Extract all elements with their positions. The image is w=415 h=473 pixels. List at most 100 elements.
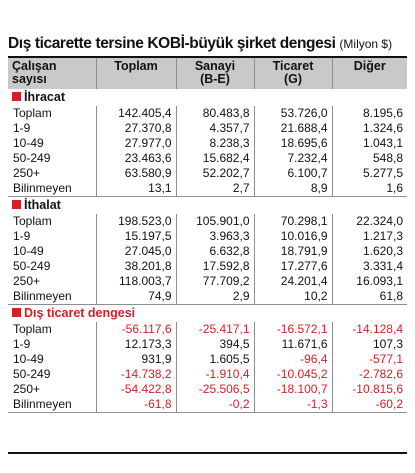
table-cell: -25.506,5 — [175, 382, 254, 397]
table-cell: 24.201,4 — [253, 274, 332, 289]
table-cell: -14.738,2 — [95, 367, 176, 382]
row-label: 1-9 — [13, 337, 31, 351]
table-cell: 70.298,1 — [253, 214, 332, 229]
table-cell: 1.620,3 — [331, 244, 407, 259]
table-cell: 2,9 — [175, 289, 254, 305]
table-cell: 61,8 — [331, 289, 407, 305]
table-row: 50-249 23.463,6 15.682,4 7.232,4 548,8 — [8, 151, 407, 166]
header-employees: Çalışan sayısı — [8, 58, 96, 89]
table-body: İhracat Toplam 142.405,4 80.483,8 53.726,0 8.… — [8, 89, 407, 413]
title-rule — [8, 56, 407, 58]
table-cell: -56.117,6 — [95, 322, 176, 337]
table-row: 1-9 15.197,5 3.963,3 10.016,9 1.217,3 — [8, 229, 407, 244]
row-label: 1-9 — [13, 229, 31, 243]
table-cell: 53.726,0 — [253, 106, 332, 121]
table-cell: 17.277,6 — [253, 259, 332, 274]
row-label: 10-49 — [13, 352, 44, 366]
table-cell: 118.003,7 — [95, 274, 176, 289]
table-cell: -2.782,6 — [331, 367, 407, 382]
header-total: Toplam — [95, 58, 176, 89]
table-cell: 16.093,1 — [331, 274, 407, 289]
table-cell: 11.671,6 — [253, 337, 332, 352]
row-label: 10-49 — [13, 244, 44, 258]
section-square-icon — [12, 308, 21, 317]
section-header: İthalat — [8, 197, 407, 215]
section-square-icon — [12, 200, 21, 209]
table-cell: 17.592,8 — [175, 259, 254, 274]
table-row: Bilinmeyen 74,9 2,9 10,2 61,8 — [8, 289, 407, 305]
row-label: 250+ — [13, 166, 41, 180]
table-row: 1-9 27.370,8 4.357,7 21.688,4 1.324,6 — [8, 121, 407, 136]
row-label: 250+ — [13, 274, 41, 288]
table-cell: 38.201,8 — [95, 259, 176, 274]
table-cell: 5.277,5 — [331, 166, 407, 181]
table-cell: 548,8 — [331, 151, 407, 166]
table-row: Toplam 198.523,0 105.901,0 70.298,1 22.324,0 — [8, 214, 407, 229]
table-row: 50-249 38.201,8 17.592,8 17.277,6 3.331,4 — [8, 259, 407, 274]
table-row: 250+ 63.580,9 52.202,7 6.100,7 5.277,5 — [8, 166, 407, 181]
table-cell: 1.324,6 — [331, 121, 407, 136]
table-row: Bilinmeyen 13,1 2,7 8,9 1,6 — [8, 181, 407, 197]
table-cell: 8.195,6 — [331, 106, 407, 121]
table-cell: 931,9 — [95, 352, 176, 367]
table-row: 1-9 12.173,3 394,5 11.671,6 107,3 — [8, 337, 407, 352]
table-row: 250+ -54.422,8 -25.506,5 -18.100,7 -10.815,6 — [8, 382, 407, 397]
row-label: 10-49 — [13, 136, 44, 150]
table-cell: -18.100,7 — [253, 382, 332, 397]
table-cell: 8,9 — [253, 181, 332, 197]
row-label: 50-249 — [13, 151, 51, 165]
table-cell: -61,8 — [95, 397, 176, 413]
table-cell: 15.197,5 — [95, 229, 176, 244]
table-row: 50-249 -14.738,2 -1.910,4 -10.045,2 -2.782,6 — [8, 367, 407, 382]
table-cell: -577,1 — [331, 352, 407, 367]
section-header: Dış ticaret dengesi — [8, 305, 407, 323]
table-cell: 2,7 — [175, 181, 254, 197]
table-cell: 18.791,9 — [253, 244, 332, 259]
row-label: Toplam — [13, 214, 52, 228]
row-label: 50-249 — [13, 259, 51, 273]
table-cell: 6.632,8 — [175, 244, 254, 259]
table-cell: 3.331,4 — [331, 259, 407, 274]
table-cell: 23.463,6 — [95, 151, 176, 166]
table-cell: 105.901,0 — [175, 214, 254, 229]
table-cell: 394,5 — [175, 337, 254, 352]
table-cell: 21.688,4 — [253, 121, 332, 136]
table-cell: 6.100,7 — [253, 166, 332, 181]
table-cell: 74,9 — [95, 289, 176, 305]
table-row: 10-49 931,9 1.605,5 -96,4 -577,1 — [8, 352, 407, 367]
table-cell: 107,3 — [331, 337, 407, 352]
title-main: Dış ticarette tersine KOBİ-büyük şirket … — [8, 35, 336, 52]
table-cell: 1.605,5 — [175, 352, 254, 367]
table-cell: 142.405,4 — [95, 106, 176, 121]
table-cell: 10.016,9 — [253, 229, 332, 244]
table-cell: 13,1 — [95, 181, 176, 197]
section-label: Dış ticaret dengesi — [24, 306, 136, 320]
table-cell: 8.238,3 — [175, 136, 254, 151]
table-cell: -25.417,1 — [175, 322, 254, 337]
section-label: İthalat — [24, 198, 61, 212]
table-row: 250+ 118.003,7 77.709,2 24.201,4 16.093,1 — [8, 274, 407, 289]
table-cell: 10,2 — [253, 289, 332, 305]
row-label: 250+ — [13, 382, 41, 396]
section-square-icon — [12, 92, 21, 101]
table-cell: 80.483,8 — [175, 106, 254, 121]
table-row: Toplam 142.405,4 80.483,8 53.726,0 8.195,6 — [8, 106, 407, 121]
table-row: Toplam -56.117,6 -25.417,1 -16.572,1 -14.128… — [8, 322, 407, 337]
header-industry: Sanayi (B-E) — [175, 58, 254, 89]
header-other: Diğer — [331, 58, 407, 89]
row-label: 1-9 — [13, 121, 31, 135]
section-label: İhracat — [24, 90, 65, 104]
table-cell: 1,6 — [331, 181, 407, 197]
table-row: 10-49 27.045,0 6.632,8 18.791,9 1.620,3 — [8, 244, 407, 259]
table-cell: 77.709,2 — [175, 274, 254, 289]
trade-balance-table: Çalışan sayısı Toplam Sanayi (B-E) Ticaret… — [8, 58, 407, 413]
table-title: Dış ticarette tersine KOBİ-büyük şirket … — [8, 34, 407, 54]
table-cell: -1.910,4 — [175, 367, 254, 382]
table-cell: -16.572,1 — [253, 322, 332, 337]
table-cell: 27.370,8 — [95, 121, 176, 136]
table-row: 10-49 27.977,0 8.238,3 18.695,6 1.043,1 — [8, 136, 407, 151]
table-cell: -10.815,6 — [331, 382, 407, 397]
table-cell: 63.580,9 — [95, 166, 176, 181]
table-cell: 1.217,3 — [331, 229, 407, 244]
